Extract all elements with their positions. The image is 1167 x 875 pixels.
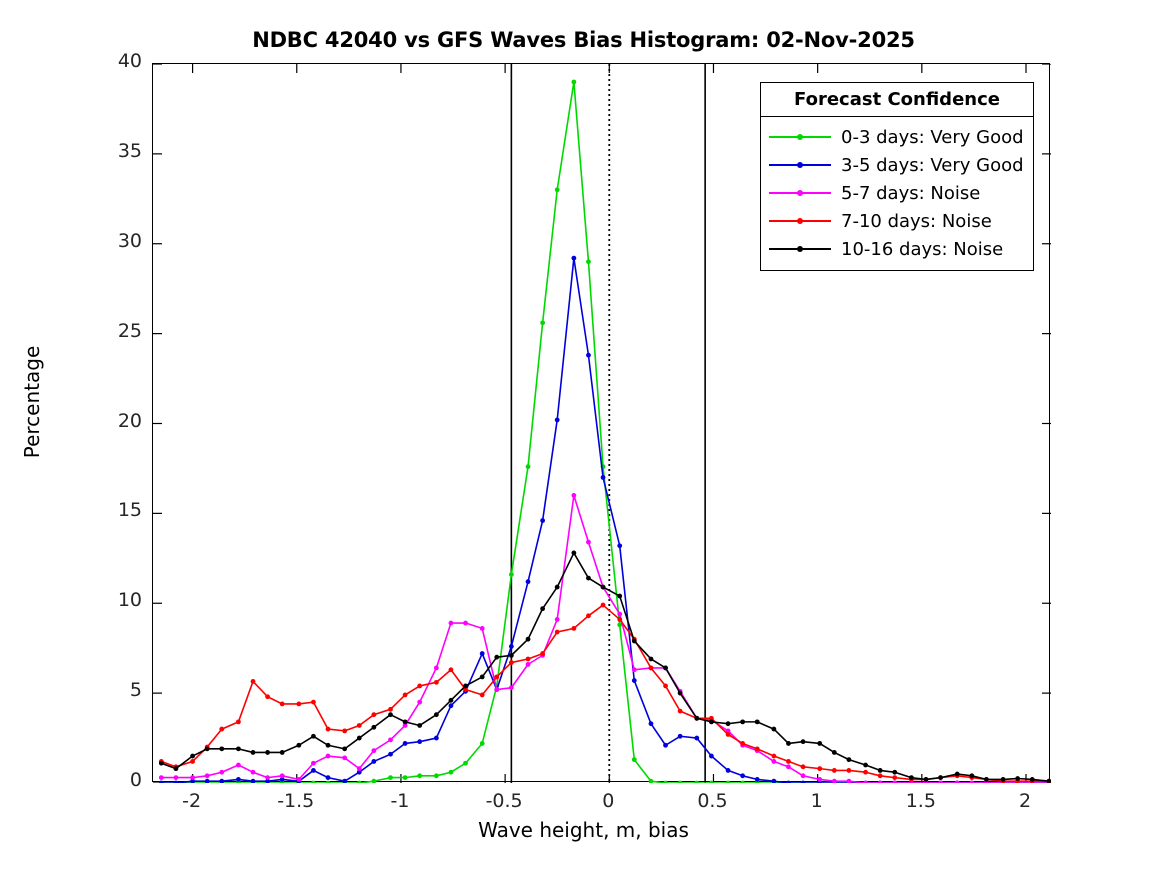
legend-item-label: 3-5 days: Very Good <box>841 154 1024 176</box>
y-tick-label: 35 <box>117 139 142 162</box>
x-tick-label: 2 <box>1018 790 1032 812</box>
y-tick-label: 15 <box>117 499 142 522</box>
y-tick-label: 0 <box>129 769 142 791</box>
series-line-3 <box>158 602 1051 783</box>
legend-title: Forecast Confidence <box>761 83 1033 117</box>
legend-color-swatch <box>769 214 831 228</box>
x-tick-label: -1 <box>390 790 410 812</box>
y-tick-label: 10 <box>117 589 142 612</box>
legend-color-swatch <box>769 242 831 256</box>
y-tick-label: 5 <box>129 679 142 702</box>
legend-color-swatch <box>769 158 831 172</box>
x-tick-label: 1 <box>810 790 823 812</box>
y-tick-label: 40 <box>117 50 142 72</box>
y-axis-title: Percentage <box>20 345 44 459</box>
legend-item-2[interactable]: 5-7 days: Noise <box>761 179 1033 207</box>
legend-item-label: 10-16 days: Noise <box>841 238 1004 260</box>
legend-item-3[interactable]: 7-10 days: Noise <box>761 207 1033 235</box>
y-tick-label: 25 <box>117 319 142 342</box>
legend-color-swatch <box>769 130 831 144</box>
x-axis-title: Wave height, m, bias <box>478 818 689 842</box>
legend-item-4[interactable]: 10-16 days: Noise <box>761 235 1033 263</box>
series-line-4 <box>158 550 1051 783</box>
legend-item-0[interactable]: 0-3 days: Very Good <box>761 123 1033 151</box>
x-tick-label: 0.5 <box>697 790 728 812</box>
legend-item-label: 0-3 days: Very Good <box>841 126 1024 148</box>
x-tick-label: 0 <box>602 790 615 812</box>
legend-item-label: 7-10 days: Noise <box>841 210 992 232</box>
legend-item-label: 5-7 days: Noise <box>841 182 981 204</box>
x-tick-label: 1.5 <box>905 790 936 812</box>
legend-item-1[interactable]: 3-5 days: Very Good <box>761 151 1033 179</box>
legend-items: 0-3 days: Very Good 3-5 days: Very Good 5-… <box>761 117 1033 270</box>
x-tick-label: -1.5 <box>277 790 315 812</box>
x-tick-label: -0.5 <box>485 790 523 812</box>
y-tick-label: 30 <box>117 229 142 252</box>
legend-color-swatch <box>769 186 831 200</box>
x-tick-label: -2 <box>182 790 202 812</box>
chart-title: NDBC 42040 vs GFS Waves Bias Histogram: … <box>252 28 915 52</box>
plot-canvas <box>153 64 1051 783</box>
y-tick-label: 20 <box>117 409 142 432</box>
legend: Forecast Confidence 0-3 days: Very Good 3… <box>760 82 1034 271</box>
series-line-2 <box>158 493 1051 783</box>
